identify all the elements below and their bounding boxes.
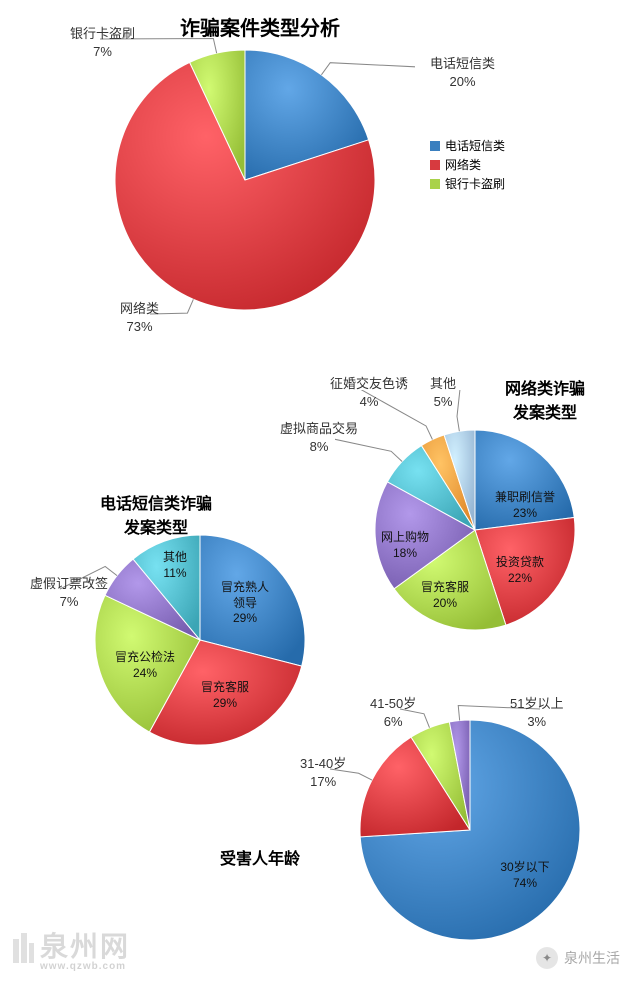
slice-label: 网络类 73% (120, 300, 159, 336)
slice-label: 冒充公检法 24% (105, 650, 185, 681)
slice-label: 虚拟商品交易 8% (280, 420, 358, 456)
slice-label: 电话短信类 20% (430, 55, 495, 91)
legend-label: 银行卡盗刷 (445, 175, 505, 192)
chart1-legend: 电话短信类网络类银行卡盗刷 (430, 135, 505, 194)
legend-item: 网络类 (430, 156, 505, 173)
wechat-icon: ✦ (536, 947, 558, 969)
slice-label: 其他 5% (430, 375, 456, 411)
slice-label: 兼职刷信誉 23% (485, 490, 565, 521)
legend-swatch (430, 141, 440, 151)
building-icon (10, 931, 36, 965)
slice-label: 其他 11% (135, 550, 215, 581)
watermark-right: ✦ 泉州生活 (536, 947, 620, 969)
slice-label: 征婚交友色诱 4% (330, 375, 408, 411)
slice-label: 30岁以下 74% (485, 860, 565, 891)
leader-line (457, 390, 460, 431)
slice-label: 31-40岁 17% (300, 755, 346, 791)
leader-line (321, 63, 415, 75)
watermark-left-sub: www.qzwb.com (40, 961, 130, 972)
slice-label: 投资贷款 22% (480, 555, 560, 586)
slice-label: 41-50岁 6% (370, 695, 416, 731)
slice-label: 冒充熟人 领导 29% (205, 580, 285, 627)
chart3-pie (55, 495, 345, 785)
legend-item: 电话短信类 (430, 137, 505, 154)
legend-swatch (430, 179, 440, 189)
legend-swatch (430, 160, 440, 170)
slice-label: 冒充客服 20% (405, 580, 485, 611)
legend-label: 网络类 (445, 156, 481, 173)
watermark-right-label: 泉州生活 (564, 948, 620, 968)
chart4-title: 受害人年龄 (220, 845, 300, 869)
slice-label: 冒充客服 29% (185, 680, 265, 711)
slice-label: 网上购物 18% (365, 530, 445, 561)
slice-label: 银行卡盗刷 7% (70, 25, 135, 61)
watermark-left-main: 泉州网 (40, 925, 130, 965)
slice-label: 虚假订票改签 7% (30, 575, 108, 611)
chart4-pie (320, 680, 620, 980)
watermark-left: 泉州网 www.qzwb.com (10, 925, 130, 972)
slice-label: 51岁以上 3% (510, 695, 563, 731)
legend-item: 银行卡盗刷 (430, 175, 505, 192)
legend-label: 电话短信类 (445, 137, 505, 154)
